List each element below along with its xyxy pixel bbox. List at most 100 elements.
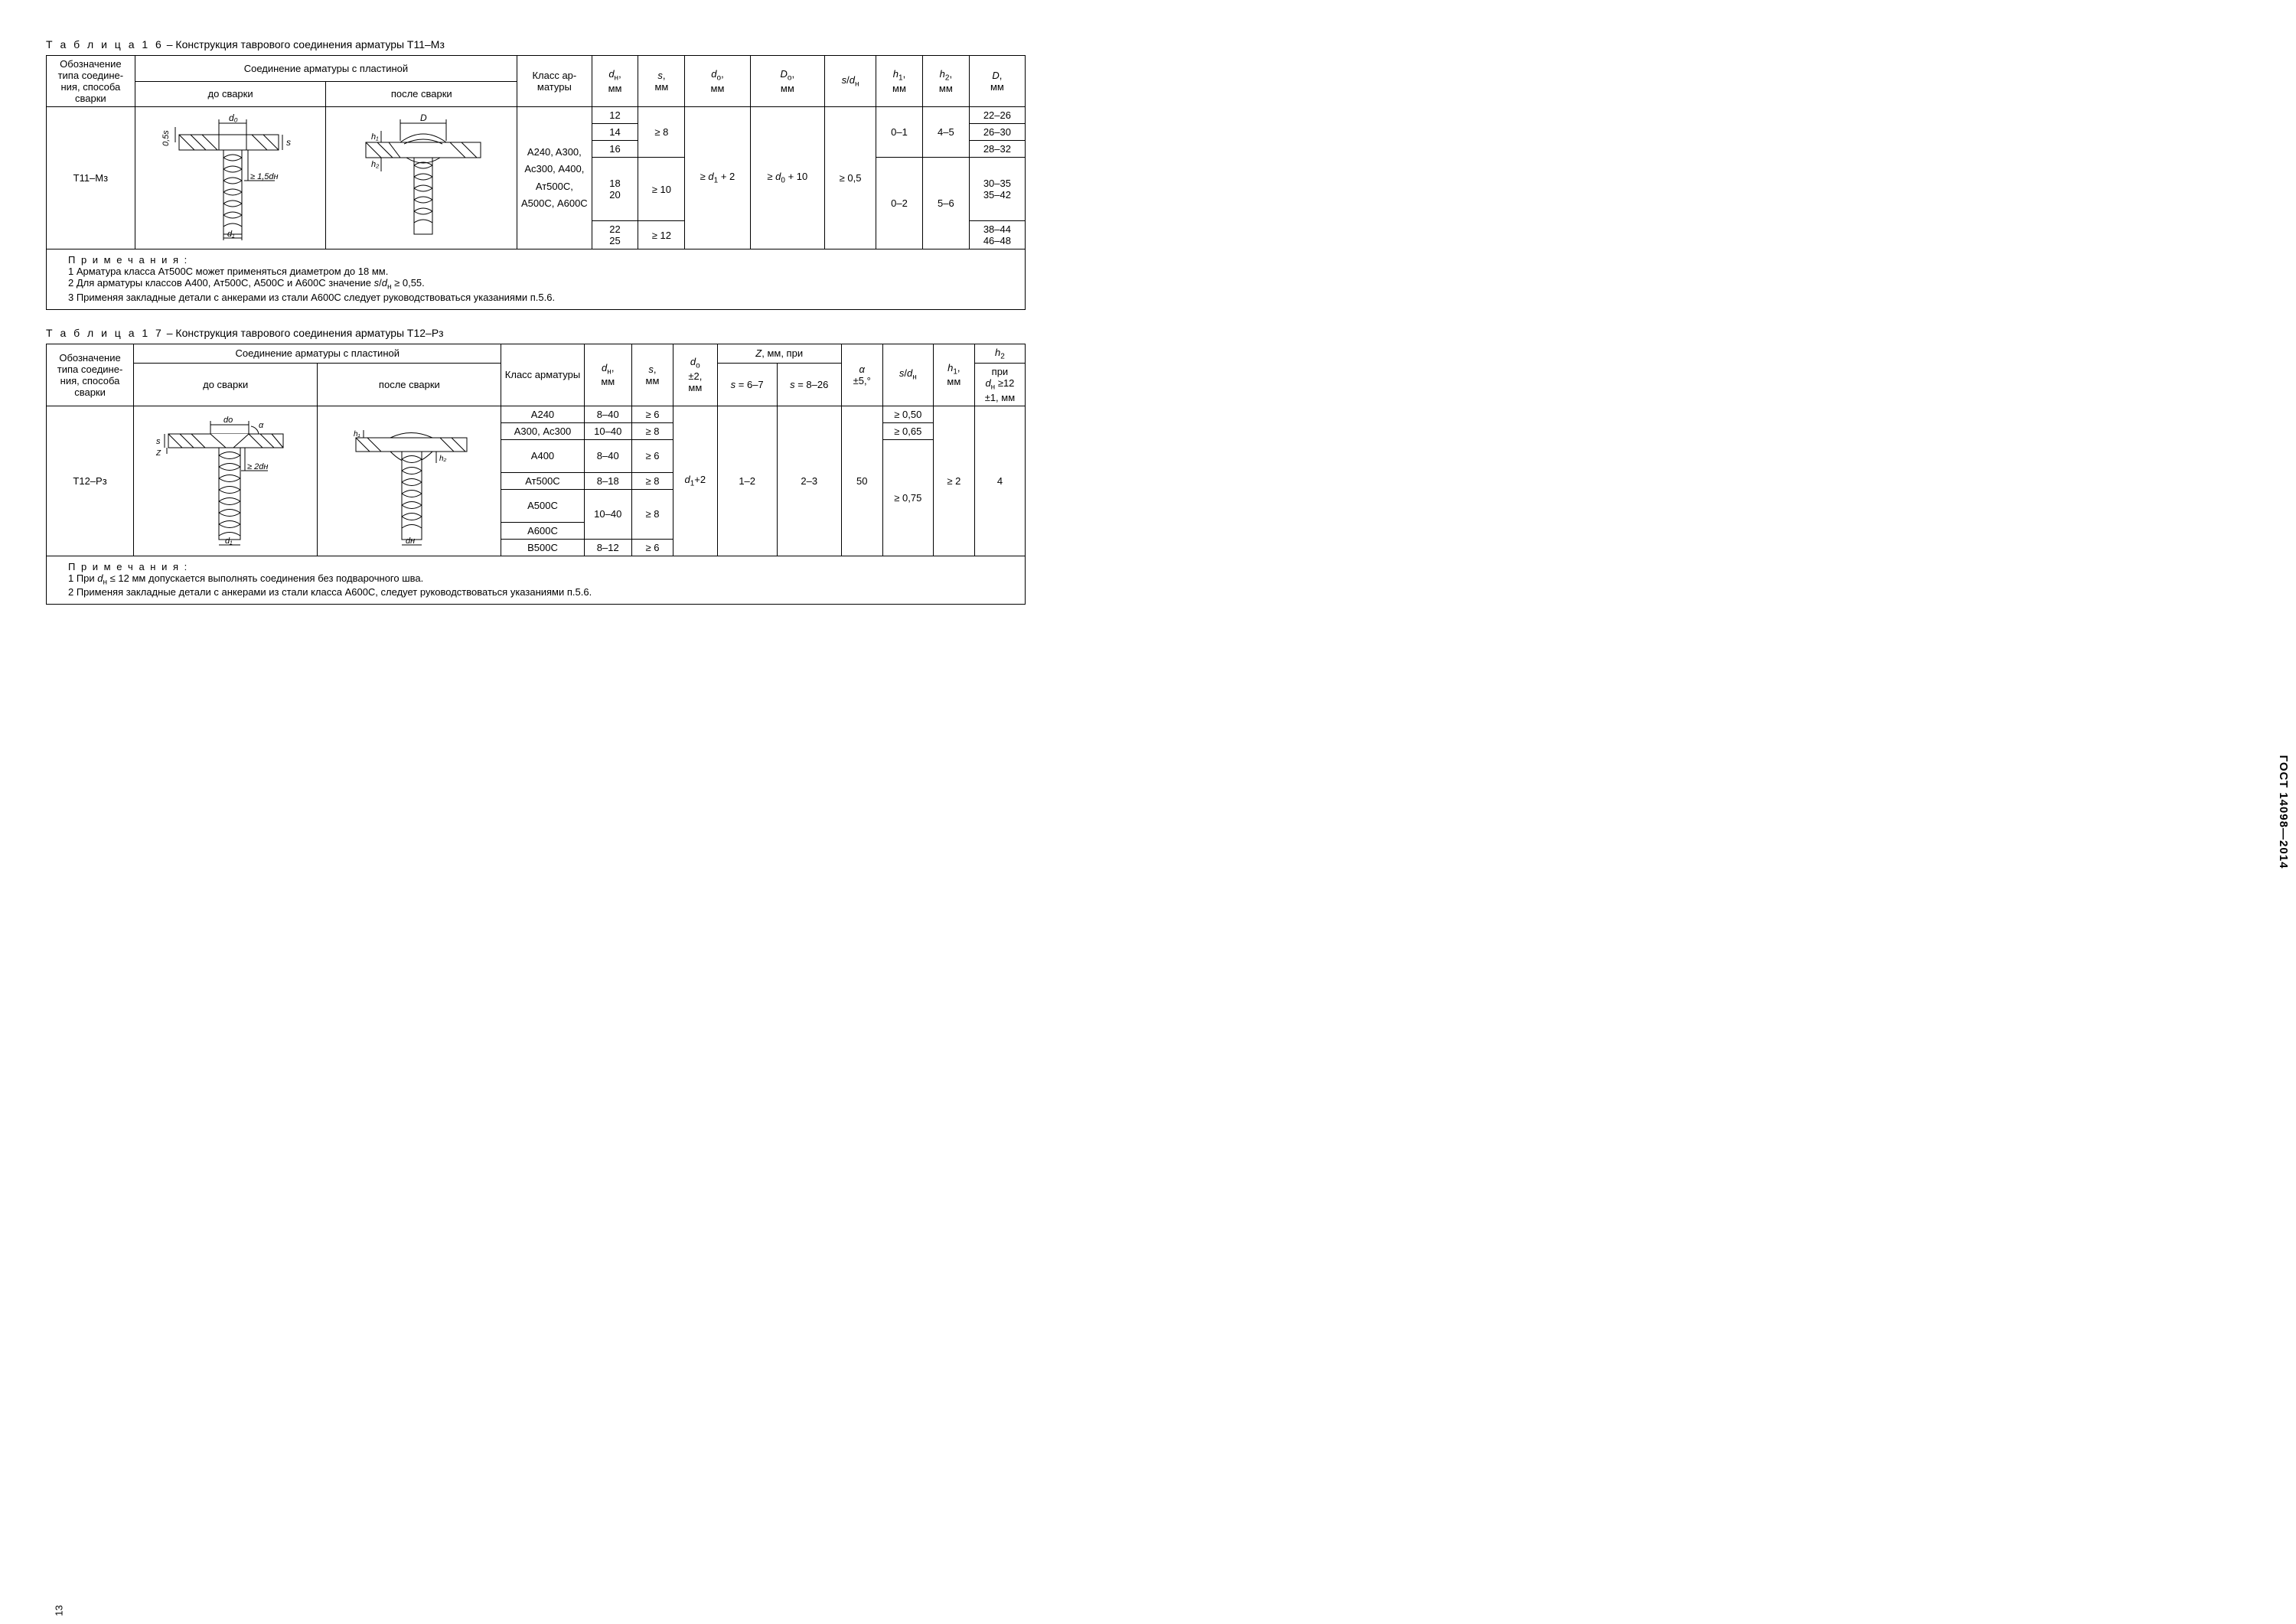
svg-text:≥ 2dн: ≥ 2dн — [247, 462, 268, 471]
svg-text:h₁: h₁ — [371, 132, 379, 142]
svg-text:0,5s: 0,5s — [161, 130, 171, 146]
t16-Do: ≥ d0 + 10 — [750, 107, 824, 249]
t17-designation: Т12–Рз — [47, 406, 134, 556]
t17-note-2: 2 Применяя закладные детали с анкерами и… — [68, 586, 592, 598]
t17-h-designation: Обозначение типа соедине-ния, способа св… — [47, 344, 134, 406]
t17-s-1: ≥ 8 — [631, 422, 673, 439]
t17-alpha: 50 — [841, 406, 882, 556]
t16-dim-15dn: ≥ 1,5dн — [250, 172, 279, 181]
t16-note-3: 3 Применяя закладные детали с анкерами и… — [68, 292, 555, 303]
t16-dn-1: 14 — [592, 124, 638, 141]
svg-text:dн: dн — [406, 536, 415, 546]
t16-notes-hdr: П р и м е ч а н и я : — [68, 254, 188, 266]
t16-h-class: Класс ар-матуры — [517, 56, 592, 107]
t16-h2-0: 4–5 — [922, 107, 969, 158]
t16-h-before: до сварки — [135, 81, 326, 107]
t17-sdn-1: ≥ 0,65 — [882, 422, 933, 439]
t17-h-class: Класс арматуры — [501, 344, 584, 406]
table16: Обозначение типа соедине-ния, способа св… — [46, 55, 1026, 310]
t17-note-1: 1 При dн ≤ 12 мм допускается выполнять с… — [68, 572, 423, 584]
t17-s-4: ≥ 8 — [631, 489, 673, 539]
t16-dim-d0: d₀ — [229, 113, 238, 123]
t17-svg-after: h₁ h₂ dн — [337, 411, 482, 549]
svg-text:s: s — [156, 437, 161, 446]
t17-notes-hdr: П р и м е ч а н и я : — [68, 561, 188, 572]
t17-dn-5: 8–12 — [584, 539, 631, 556]
t16-dn-2: 16 — [592, 141, 638, 158]
t16-designation: Т11–Мз — [47, 107, 135, 249]
t16-note-1: 1 Арматура класса Ат500С может применять… — [68, 266, 388, 277]
t16-h-sdn: s/dн — [825, 56, 876, 107]
t17-h-h2g: h2 — [974, 344, 1025, 364]
t16-h-dn: dн,мм — [592, 56, 638, 107]
t17-h-do: dо±2,мм — [673, 344, 718, 406]
t17-h-alpha: α±5,° — [841, 344, 882, 406]
t17-dn-3: 8–18 — [584, 472, 631, 489]
t17-class-1: А300, Ас300 — [501, 422, 584, 439]
page-number: 13 — [54, 1605, 65, 1616]
t16-h-h2: h2,мм — [922, 56, 969, 107]
t17-svg-before: dо α s Z ≥ 2dн d₁ — [153, 411, 298, 549]
t16-h-joint: Соединение арматуры с пластиной — [135, 56, 517, 82]
t16-D-0: 22–26 — [969, 107, 1025, 124]
t16-h1-1: 0–2 — [876, 158, 923, 249]
t16-h-Do: Dо,мм — [750, 56, 824, 107]
t17-class-2: A400 — [501, 439, 584, 472]
svg-text:s: s — [286, 137, 291, 148]
t16-sdn: ≥ 0,5 — [825, 107, 876, 249]
t17-h-dn: dн,мм — [584, 344, 631, 406]
svg-text:Z: Z — [155, 449, 161, 458]
t17-h-s: s,мм — [631, 344, 673, 406]
table17-title-prefix: Т а б л и ц а 1 7 — [46, 327, 164, 339]
svg-text:h₁: h₁ — [354, 430, 360, 439]
t16-h-h1: h1,мм — [876, 56, 923, 107]
svg-text:dо: dо — [223, 416, 233, 425]
table17-title: Т а б л и ц а 1 7 – Конструкция тавровог… — [46, 327, 1026, 339]
svg-text:d₁: d₁ — [225, 536, 233, 546]
t16-dn-4: 22 25 — [592, 221, 638, 249]
table16-title: Т а б л и ц а 1 6 – Конструкция тавровог… — [46, 38, 1026, 51]
t16-note-2: 2 Для арматуры классов А400, Ат500С, А50… — [68, 277, 425, 289]
t16-h2-1: 5–6 — [922, 158, 969, 249]
svg-text:d₁: d₁ — [227, 230, 235, 239]
t16-diagram-after: D h₁ h₂ — [326, 107, 517, 249]
t17-h-sdn: s/dн — [882, 344, 933, 406]
t17-do: d1+2 — [673, 406, 718, 556]
t16-h-D: D,мм — [969, 56, 1025, 107]
t16-h1-0: 0–1 — [876, 107, 923, 158]
t16-s-0: ≥ 8 — [638, 107, 685, 158]
t17-h-joint: Соединение арматуры с пластиной — [134, 344, 501, 364]
t17-h-h2: приdн ≥12±1, мм — [974, 364, 1025, 406]
standard-label: ГОСТ 14098—2014 — [2277, 755, 2290, 869]
t16-svg-before: d₀ 0,5s s ≥ 1,5dн d₁ — [156, 112, 305, 242]
t16-D-1: 26–30 — [969, 124, 1025, 141]
t16-h-do: dо,мм — [685, 56, 750, 107]
t16-D-2: 28–32 — [969, 141, 1025, 158]
t16-dn-3: 18 20 — [592, 158, 638, 221]
t16-classes: A240, A300, Ас300, A400, Ат500С, A500С, … — [517, 107, 592, 249]
svg-text:D: D — [420, 113, 427, 123]
t17-dn-0: 8–40 — [584, 406, 631, 422]
table17: Обозначение типа соедине-ния, способа св… — [46, 344, 1026, 605]
t17-Z1: 1–2 — [717, 406, 777, 556]
t17-class-5: A600С — [501, 522, 584, 539]
t16-dn-0: 12 — [592, 107, 638, 124]
t17-dn-2: 8–40 — [584, 439, 631, 472]
svg-text:h₂: h₂ — [439, 455, 447, 463]
t17-s-2: ≥ 6 — [631, 439, 673, 472]
t16-svg-after: D h₁ h₂ — [347, 112, 496, 242]
t16-notes: П р и м е ч а н и я : 1 Арматура класса … — [47, 249, 1026, 310]
t17-h-before: до сварки — [134, 364, 318, 406]
t17-class-4: A500С — [501, 489, 584, 522]
t17-class-3: Ат500С — [501, 472, 584, 489]
t17-s-5: ≥ 6 — [631, 539, 673, 556]
table17-title-text: – Конструкция таврового соединения армат… — [167, 327, 444, 339]
t16-s-1: ≥ 10 — [638, 158, 685, 221]
t16-s-2: ≥ 12 — [638, 221, 685, 249]
t17-h-after: после сварки — [318, 364, 501, 406]
t17-h-Z2: s = 8–26 — [777, 364, 841, 406]
t17-s-0: ≥ 6 — [631, 406, 673, 422]
table16-title-prefix: Т а б л и ц а 1 6 — [46, 38, 164, 51]
t16-h-s: s,мм — [638, 56, 685, 107]
t16-h-designation: Обозначение типа соедине-ния, способа св… — [47, 56, 135, 107]
